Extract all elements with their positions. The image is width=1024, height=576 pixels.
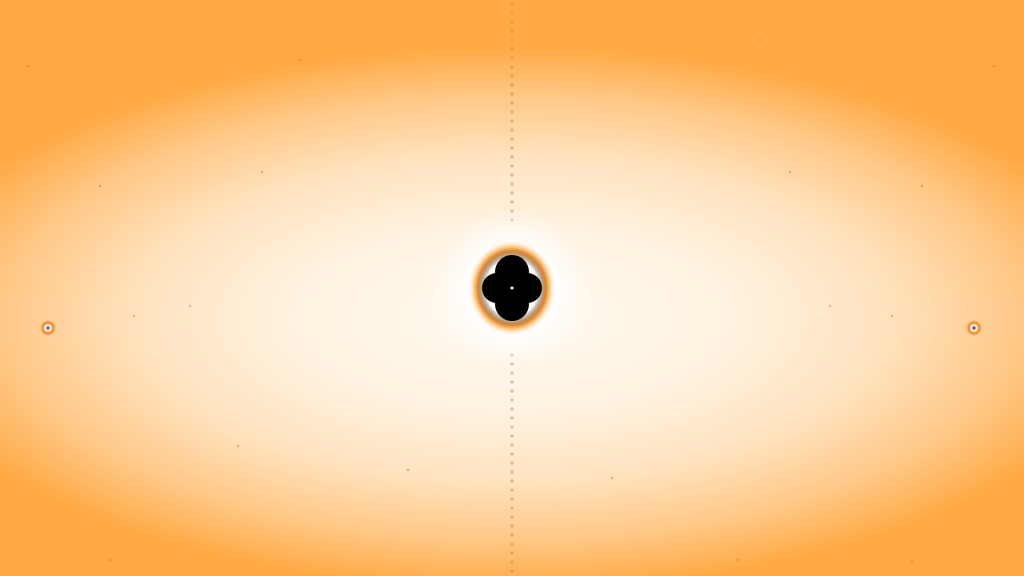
- speck: [132, 314, 136, 318]
- filament-dot: [510, 506, 514, 510]
- filament-dot: [510, 515, 514, 519]
- filament-dot: [510, 137, 514, 141]
- filament-dot: [510, 173, 514, 177]
- speck: [406, 468, 410, 472]
- speck: [298, 58, 302, 62]
- filament-dot: [510, 128, 514, 132]
- filament-dot: [510, 551, 514, 555]
- filament-dot: [510, 74, 514, 78]
- speck: [920, 184, 924, 188]
- filament-dot: [510, 47, 514, 51]
- speck: [188, 304, 192, 308]
- filament-dot: [510, 11, 514, 15]
- filament-dot: [510, 380, 514, 384]
- filament-dot: [510, 398, 514, 402]
- filament-dot: [510, 371, 514, 375]
- speck: [26, 64, 30, 68]
- filament-dot: [510, 29, 514, 33]
- filament-dot: [510, 20, 514, 24]
- filament-dot: [510, 200, 514, 204]
- filament-dot: [510, 497, 514, 501]
- filament-dot: [510, 488, 514, 492]
- filament-dot: [510, 479, 514, 483]
- filament-dot: [510, 470, 514, 474]
- filament-dot: [510, 542, 514, 546]
- filament-dot: [510, 101, 514, 105]
- filament-dot: [510, 191, 514, 195]
- center-core: [482, 255, 542, 321]
- filament-dot: [510, 389, 514, 393]
- filament-dot: [510, 155, 514, 159]
- filament-dot: [510, 461, 514, 465]
- filament-dot: [510, 38, 514, 42]
- speck: [910, 560, 914, 564]
- filament-dot: [510, 533, 514, 537]
- speck: [758, 38, 762, 42]
- filament-dot: [510, 56, 514, 60]
- speck: [788, 170, 792, 174]
- speck: [98, 184, 102, 188]
- speck: [108, 558, 112, 562]
- filament-dot: [510, 2, 514, 6]
- speck: [992, 64, 996, 68]
- filament-dot: [510, 110, 514, 114]
- filament-dot: [510, 443, 514, 447]
- filament-dot: [510, 119, 514, 123]
- speck: [736, 558, 740, 562]
- filament-dot: [510, 65, 514, 69]
- background-specks: [26, 38, 996, 564]
- speck: [610, 476, 614, 480]
- filament-dot: [510, 146, 514, 150]
- left-satellite-spot: [39, 319, 57, 337]
- filament-dot: [510, 182, 514, 186]
- filament-dot: [510, 92, 514, 96]
- speck: [260, 170, 264, 174]
- filament-dot: [510, 83, 514, 87]
- right-satellite-spot: [965, 319, 983, 337]
- speck: [828, 304, 832, 308]
- filament-dot: [510, 425, 514, 429]
- filament-dot: [510, 434, 514, 438]
- filament-dot: [510, 569, 514, 573]
- speck: [236, 444, 240, 448]
- filament-dot: [510, 524, 514, 528]
- filament-dot: [510, 560, 514, 564]
- filament-dot: [510, 416, 514, 420]
- filament-dot: [510, 164, 514, 168]
- filament-dot: [510, 452, 514, 456]
- speck: [890, 314, 894, 318]
- filament-dot: [510, 407, 514, 411]
